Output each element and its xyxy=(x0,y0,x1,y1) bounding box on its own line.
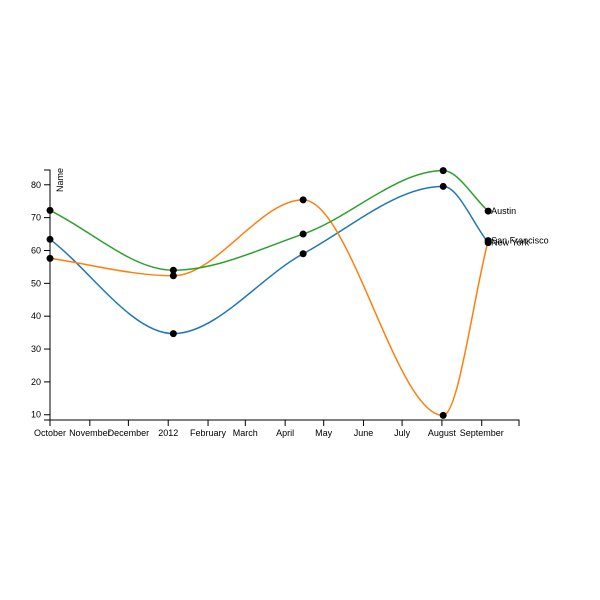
y-axis-label: Name xyxy=(55,168,65,192)
data-point-san-francisco xyxy=(169,272,177,280)
data-point-san-francisco xyxy=(439,411,447,419)
x-tick-label: May xyxy=(315,428,333,438)
x-tick-label: November xyxy=(69,428,111,438)
y-tick-label: 80 xyxy=(31,180,41,190)
series-label-san-francisco: San Francisco xyxy=(491,236,549,246)
series-line-san-francisco xyxy=(49,199,489,417)
series-points xyxy=(46,167,492,419)
x-tick-label: October xyxy=(34,428,66,438)
x-tick-label: 2012 xyxy=(158,428,178,438)
data-point-san-francisco xyxy=(484,237,492,245)
y-tick-label: 70 xyxy=(31,213,41,223)
y-tick-label: 40 xyxy=(31,311,41,321)
x-tick-label: September xyxy=(460,428,504,438)
data-point-austin xyxy=(46,206,54,214)
y-axis-line xyxy=(44,169,51,421)
data-point-new-york xyxy=(299,250,307,258)
x-tick-label: April xyxy=(276,428,294,438)
x-tick-label: August xyxy=(428,428,457,438)
x-tick-label: February xyxy=(190,428,227,438)
data-point-austin xyxy=(299,230,307,238)
data-point-new-york xyxy=(439,182,447,190)
data-point-san-francisco xyxy=(299,196,307,204)
series-line-new-york xyxy=(49,185,489,335)
x-axis-line xyxy=(49,419,520,426)
y-tick-label: 20 xyxy=(31,377,41,387)
data-point-austin xyxy=(169,266,177,274)
series-line-austin xyxy=(49,169,489,271)
data-point-san-francisco xyxy=(46,254,54,262)
x-tick-label: June xyxy=(354,428,374,438)
y-tick-label: 30 xyxy=(31,344,41,354)
series-label-new-york: New York xyxy=(491,238,530,248)
series-lines xyxy=(49,169,489,417)
x-tick-label: December xyxy=(108,428,150,438)
data-point-new-york xyxy=(46,235,54,243)
x-tick-label: March xyxy=(233,428,258,438)
series-label-austin: Austin xyxy=(491,206,516,216)
data-point-austin xyxy=(484,207,492,215)
y-axis: 10 20 30 40 50 60 70 80 xyxy=(31,169,51,421)
y-tick-label: 60 xyxy=(31,245,41,255)
data-point-new-york xyxy=(169,330,177,338)
y-tick-label: 10 xyxy=(31,410,41,420)
y-tick-label: 50 xyxy=(31,278,41,288)
data-point-austin xyxy=(439,167,447,175)
x-tick-label: July xyxy=(394,428,411,438)
